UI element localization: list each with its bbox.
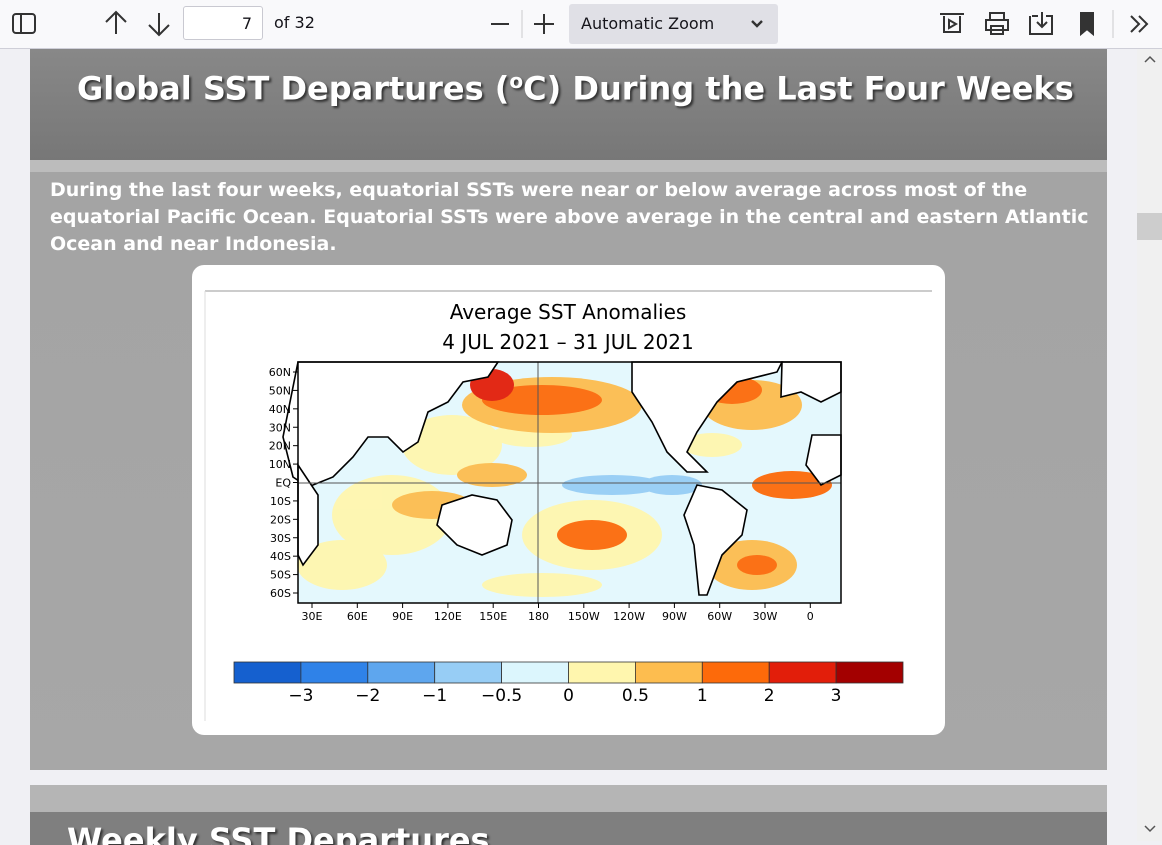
colorbar-swatch: [835, 661, 904, 684]
lat-label: 40S: [270, 550, 291, 563]
print[interactable]: [985, 12, 1009, 35]
lat-label: 50S: [270, 569, 291, 582]
zoom-select[interactable]: Automatic Zoom: [569, 4, 778, 44]
slide-page: Weekly SST Departures: [30, 785, 1107, 845]
lon-label: 120E: [434, 610, 462, 623]
scroll-down[interactable]: [1143, 824, 1157, 834]
title-band: [30, 812, 1107, 845]
colorbar-swatch: [233, 661, 302, 684]
figure-title: Average SST Anomalies: [450, 300, 687, 324]
lat-label: EQ: [275, 477, 291, 490]
body-line: Ocean and near Indonesia.: [50, 233, 337, 255]
colorbar-label: 0: [563, 686, 574, 706]
figure-period: 4 JUL 2021 – 31 JUL 2021: [442, 330, 693, 354]
scroll-thumb[interactable]: [1137, 213, 1162, 240]
lon-label: 0: [807, 610, 814, 623]
save[interactable]: [1029, 12, 1053, 35]
colorbar-swatch: [701, 661, 770, 684]
colorbar-label: 3: [831, 686, 842, 706]
colorbar: −3 −2 −1 −0.5 0 0.5 1 2 3: [233, 661, 904, 706]
lon-label: 60W: [707, 610, 732, 623]
toolbar: 7 of 32 Automatic Zoom: [0, 0, 1162, 49]
title-band: [30, 49, 1107, 160]
colorbar-swatch: [568, 661, 636, 684]
colorbar-swatch: [768, 661, 837, 684]
lat-label: 30S: [270, 532, 291, 545]
page-number-input[interactable]: 7: [183, 6, 263, 40]
lon-label: 30W: [753, 610, 778, 623]
slide-title: Weekly SST Departures: [67, 821, 490, 845]
colorbar-label: −1: [422, 686, 447, 706]
slide-title: Global SST Departures (oC) During the La…: [77, 69, 1074, 108]
lon-label: 30E: [302, 610, 323, 623]
lat-label: 30N: [269, 421, 291, 434]
longitude-labels: 30E 60E 90E 120E 150E 180 150W 120W 90W 60W 30W 0: [302, 603, 814, 623]
figure-card: Average SST Anomalies 4 JUL 2021 – 31 JU…: [192, 265, 945, 735]
lat-label: 60N: [269, 366, 291, 379]
colorbar-label: −0.5: [481, 686, 522, 706]
lon-label: 60E: [347, 610, 368, 623]
toolbar-icons: [12, 10, 1149, 38]
colorbar-label: 1: [697, 686, 708, 706]
sidebar-toggle[interactable]: [12, 13, 36, 34]
bookmark[interactable]: [1080, 12, 1094, 37]
lat-label: 50N: [269, 384, 291, 397]
colorbar-swatch: [434, 661, 502, 684]
lon-label: 90W: [662, 610, 687, 623]
colorbar-label: 0.5: [622, 686, 649, 706]
lat-label: 60S: [270, 587, 291, 600]
lat-label: 10N: [269, 458, 291, 471]
scroll-up[interactable]: [1143, 54, 1157, 64]
scrollbar[interactable]: [1137, 49, 1162, 841]
latitude-labels: 60N 50N 40N 30N 20N 10N EQ 10S 20S 30S 40S 50S 60S: [269, 366, 298, 600]
zoom-label: Automatic Zoom: [581, 14, 715, 33]
divider: [30, 160, 1107, 172]
tools[interactable]: [1130, 15, 1149, 33]
lat-label: 20S: [270, 513, 291, 526]
dropdown-arrow: [751, 20, 763, 28]
lat-label: 40N: [269, 403, 291, 416]
body-line: equatorial Pacific Ocean. Equatorial SST…: [50, 206, 1089, 228]
colorbar-label: 2: [764, 686, 775, 706]
presentation-mode[interactable]: [940, 13, 964, 33]
title-text: C) During the Last Four Weeks: [523, 69, 1074, 108]
lon-label: 120W: [613, 610, 645, 623]
title-superscript: o: [509, 69, 524, 93]
colorbar-label: −3: [288, 686, 313, 706]
next-page[interactable]: [148, 13, 170, 37]
lon-label: 150W: [568, 610, 600, 623]
slide-page: Global SST Departures (oC) During the La…: [30, 49, 1107, 770]
lon-label: 90E: [392, 610, 413, 623]
colorbar-swatch: [367, 661, 436, 684]
colorbar-label: −2: [355, 686, 380, 706]
title-text: Global SST Departures (: [77, 69, 510, 108]
colorbar-swatch: [501, 661, 569, 684]
zoom-in[interactable]: [534, 14, 554, 34]
anomaly-map: [282, 361, 842, 604]
colorbar-swatch: [634, 661, 703, 684]
colorbar-swatch: [300, 661, 369, 684]
sst-figure: Average SST Anomalies 4 JUL 2021 – 31 JU…: [204, 290, 932, 721]
lat-label: 10S: [270, 495, 291, 508]
previous-page[interactable]: [105, 10, 127, 34]
slide-body: During the last four weeks, equatorial S…: [50, 177, 1089, 258]
lat-label: 20N: [269, 440, 291, 453]
body-line: During the last four weeks, equatorial S…: [50, 179, 1028, 201]
page-count: of 32: [274, 13, 315, 32]
lon-label: 150E: [479, 610, 507, 623]
lon-label: 180: [528, 610, 549, 623]
